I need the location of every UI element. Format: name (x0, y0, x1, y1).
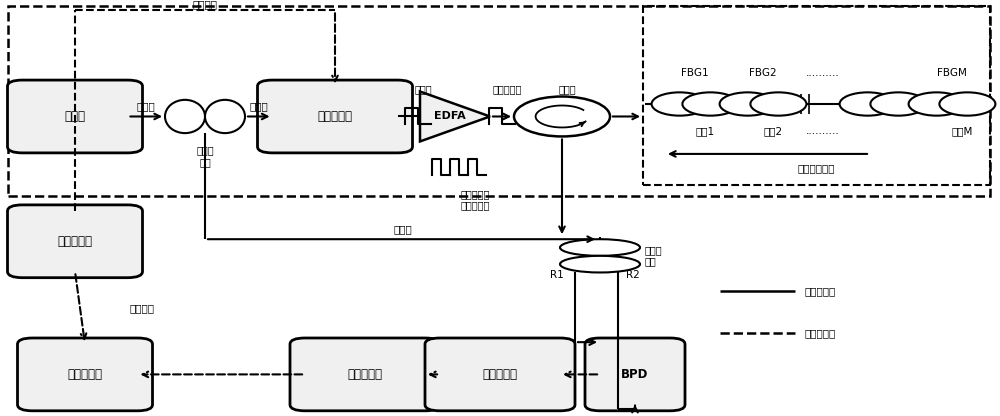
Text: 触发脉冲: 触发脉冲 (130, 303, 155, 313)
FancyBboxPatch shape (585, 338, 685, 411)
FancyBboxPatch shape (425, 338, 575, 411)
Text: 第二耦
合器: 第二耦 合器 (645, 245, 663, 267)
Text: 光纤M: 光纤M (951, 126, 973, 136)
Text: 光信号通路: 光信号通路 (805, 286, 836, 296)
Text: 数据采集卡: 数据采集卡 (68, 368, 103, 381)
Text: 反射光和瑞
利散射信号: 反射光和瑞 利散射信号 (460, 189, 490, 210)
Circle shape (514, 97, 610, 136)
Text: FBGM: FBGM (937, 68, 967, 78)
Text: 本征光: 本征光 (393, 224, 412, 234)
Text: R2: R2 (626, 270, 640, 280)
Circle shape (909, 92, 965, 116)
Text: 电信号通路: 电信号通路 (805, 328, 836, 338)
Circle shape (682, 92, 738, 116)
Text: R1: R1 (550, 270, 564, 280)
Text: ..........: .......... (806, 126, 840, 136)
FancyBboxPatch shape (8, 205, 143, 278)
Text: 第一耦
合器: 第一耦 合器 (196, 146, 214, 167)
FancyBboxPatch shape (18, 338, 153, 411)
Text: 探测光脉冲: 探测光脉冲 (492, 84, 522, 94)
Bar (643, 6, 990, 185)
Text: 带通滤波器: 带通滤波器 (482, 368, 518, 381)
Text: EDFA: EDFA (434, 111, 466, 121)
Circle shape (939, 92, 995, 116)
Text: 光纤2: 光纤2 (763, 126, 783, 136)
Text: BPD: BPD (621, 368, 649, 381)
Text: 光纤传感单元: 光纤传感单元 (798, 163, 835, 173)
Ellipse shape (560, 239, 640, 256)
Circle shape (720, 92, 776, 116)
Text: 功率放大器: 功率放大器 (348, 368, 382, 381)
Text: ..........: .......... (806, 68, 840, 78)
Text: FBG2: FBG2 (749, 68, 777, 78)
Circle shape (870, 92, 926, 116)
Text: 脉冲光: 脉冲光 (414, 84, 432, 94)
Circle shape (840, 92, 896, 116)
Text: FBG1: FBG1 (681, 68, 709, 78)
FancyBboxPatch shape (258, 80, 413, 153)
Text: 连续光: 连续光 (137, 101, 156, 111)
Circle shape (652, 92, 708, 116)
Bar (8, 6, 990, 196)
Ellipse shape (165, 100, 205, 133)
Text: 脉冲发生器: 脉冲发生器 (58, 235, 92, 248)
Circle shape (750, 92, 806, 116)
Ellipse shape (560, 256, 640, 272)
Text: 光纤1: 光纤1 (695, 126, 715, 136)
FancyBboxPatch shape (290, 338, 440, 411)
Text: 激光器: 激光器 (64, 110, 86, 123)
Text: 调制脉冲: 调制脉冲 (193, 0, 218, 9)
FancyBboxPatch shape (8, 80, 143, 153)
Text: 探测光: 探测光 (249, 101, 268, 111)
Polygon shape (420, 92, 490, 141)
Text: 脉冲调制器: 脉冲调制器 (318, 110, 352, 123)
Ellipse shape (205, 100, 245, 133)
Text: 环形器: 环形器 (558, 84, 576, 94)
